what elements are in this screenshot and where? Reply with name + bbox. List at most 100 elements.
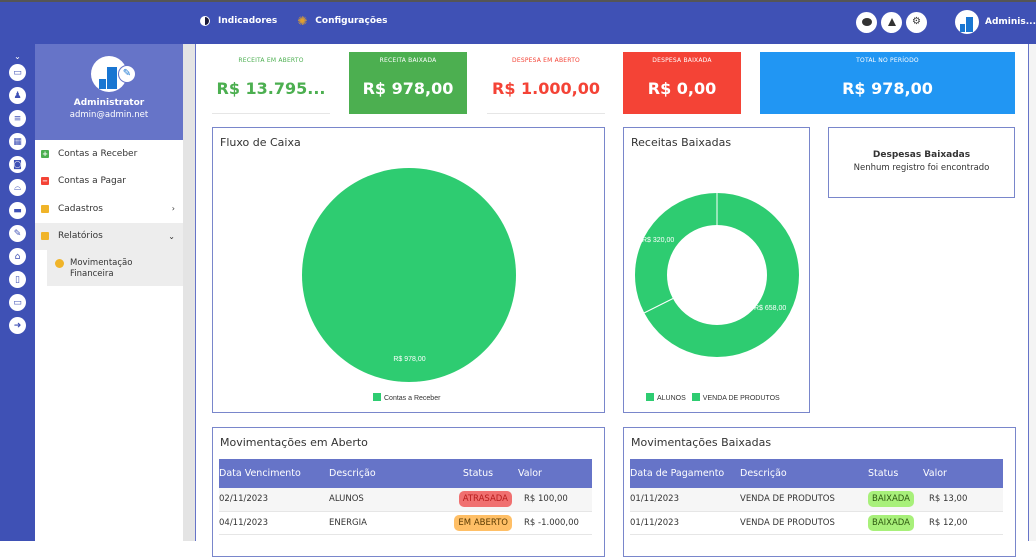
cell-value: R$ 13,00 <box>923 488 1003 512</box>
cell-date: 02/11/2023 <box>219 488 329 512</box>
settled-movements-table: Data de Pagamento Descrição Status Valor… <box>630 459 1003 535</box>
divider <box>195 44 196 541</box>
id-card-icon <box>41 204 49 213</box>
status-badge: EM ABERTO <box>454 514 512 531</box>
nav-indicadores[interactable]: Indicadores <box>200 16 277 26</box>
table-header: Data Vencimento Descrição Status Valor <box>219 459 592 488</box>
card-label: DESPESA BAIXADA <box>652 57 712 64</box>
sidebar-item-label: Cadastros <box>58 203 103 214</box>
cell-value: R$ 100,00 <box>512 488 592 512</box>
user-menu-label: Adminis... <box>985 17 1036 27</box>
legend-item[interactable]: ALUNOS <box>646 393 686 402</box>
cell-description: ALUNOS <box>329 488 444 512</box>
icon-sidebar: ⌄ ▭ ♟ ≡ ▦ ◙ ⌓ ▬ ✎ ⌂ ▯ ▭ ➜ <box>0 44 35 541</box>
settings-button[interactable]: ⚙ <box>906 11 928 33</box>
chat-button[interactable] <box>856 11 878 33</box>
table-row[interactable]: 01/11/2023 VENDA DE PRODUTOS BAIXADA R$ … <box>630 488 1003 512</box>
desktop-icon[interactable]: ▭ <box>9 294 26 311</box>
status-badge: BAIXADA <box>868 491 915 508</box>
pie-chart[interactable] <box>213 128 606 414</box>
table-icon <box>41 232 49 241</box>
sidebar-item-relatorios[interactable]: Relatórios ⌄ <box>35 222 183 250</box>
notifications-button[interactable] <box>881 11 903 33</box>
table-row[interactable]: 04/11/2023 ENERGIA EM ABERTO R$ -1.000,0… <box>219 511 592 535</box>
money-icon[interactable]: ◙ <box>9 156 26 173</box>
doughnut-chart[interactable] <box>624 128 811 414</box>
card-despesa-em-aberto: DESPESA EM ABERTO R$ 1.000,00 <box>487 52 605 114</box>
chevron-down-icon: ⌄ <box>168 231 175 241</box>
nav-configuracoes-label: Configurações <box>315 16 388 26</box>
panel-movimentacoes-baixadas: Movimentações Baixadas Data de Pagamento… <box>623 427 1016 557</box>
top-actions: ⚙ Adminis... <box>856 10 1036 34</box>
plus-square-icon: + <box>41 149 49 158</box>
column-header[interactable]: Status <box>462 468 494 479</box>
card-label: DESPESA EM ABERTO <box>512 57 580 64</box>
bell-icon <box>887 18 896 26</box>
table-row[interactable]: 01/11/2023 VENDA DE PRODUTOS BAIXADA R$ … <box>630 511 1003 535</box>
panel-receitas-baixadas: Receitas Baixadas R$ 320,00 R$ 658,00 AL… <box>623 127 810 413</box>
card-receita-em-aberto: RECEITA EM ABERTO R$ 13.795... <box>212 52 330 114</box>
align-left-icon[interactable]: ≡ <box>9 110 26 127</box>
column-header[interactable]: Valor <box>518 468 542 479</box>
sidebar-item-contas-a-pagar[interactable]: − Contas a Pagar <box>35 168 183 196</box>
pie-chart-icon <box>55 259 64 268</box>
cogs-icon: ⚙ <box>912 16 921 27</box>
page-scrollbar[interactable] <box>1029 44 1036 541</box>
table-row[interactable]: 02/11/2023 ALUNOS ATRASADA R$ 100,00 <box>219 488 592 512</box>
column-header[interactable]: Valor <box>923 468 947 479</box>
card-total-no-periodo: TOTAL NO PERÍODO R$ 978,00 <box>760 52 1015 114</box>
top-navbar: Indicadores ✺ Configurações ⚙ Adminis... <box>0 0 1036 44</box>
card-label: RECEITA BAIXADA <box>379 57 437 64</box>
sidebar-subitem-movimentacao-financeira[interactable]: Movimentação Financeira <box>47 250 183 286</box>
wrench-icon[interactable]: ✎ <box>9 225 26 242</box>
avatar <box>955 10 980 34</box>
home-icon[interactable]: ⌂ <box>9 248 26 265</box>
sidebar-item-contas-a-receber[interactable]: + Contas a Receber <box>35 140 183 168</box>
table-header: Data de Pagamento Descrição Status Valor <box>630 459 1003 488</box>
card-value: R$ 0,00 <box>647 79 717 98</box>
profile-name: Administrator <box>73 98 145 108</box>
panel-title: Receitas Baixadas <box>631 136 732 149</box>
cell-value: R$ -1.000,00 <box>512 511 592 535</box>
panel-title: Fluxo de Caixa <box>220 136 301 149</box>
doughnut-slice-label: R$ 658,00 <box>754 305 787 312</box>
cell-description: VENDA DE PRODUTOS <box>740 488 868 512</box>
sidebar-item-label: Relatórios <box>58 231 103 242</box>
profile-email: admin@admin.net <box>69 110 149 120</box>
archive-icon[interactable]: ▬ <box>9 202 26 219</box>
legend-item[interactable]: Contas a Receber <box>373 393 440 402</box>
column-header[interactable]: Descrição <box>740 468 787 479</box>
column-header[interactable]: Descrição <box>329 468 376 479</box>
sidebar-item-cadastros[interactable]: Cadastros › <box>35 195 183 223</box>
column-header[interactable]: Data Vencimento <box>219 468 301 479</box>
id-card-icon[interactable]: ▭ <box>9 64 26 81</box>
panel-title: Movimentações Baixadas <box>631 436 772 449</box>
column-header[interactable]: Data de Pagamento <box>630 468 725 479</box>
user-menu[interactable]: Adminis... <box>955 10 1036 34</box>
file-icon[interactable]: ▯ <box>9 271 26 288</box>
card-despesa-baixada: DESPESA BAIXADA R$ 0,00 <box>623 52 741 114</box>
chart-legend: ALUNOS VENDA DE PRODUTOS <box>646 393 780 402</box>
panel-despesas-baixadas: Despesas Baixadas Nenhum registro foi en… <box>828 127 1015 198</box>
open-movements-table: Data Vencimento Descrição Status Valor 0… <box>219 459 592 535</box>
card-value: R$ 13.795... <box>216 79 326 98</box>
edit-icon[interactable]: ✎ <box>119 66 135 82</box>
cell-description: VENDA DE PRODUTOS <box>740 511 868 535</box>
cell-description: ENERGIA <box>329 511 444 535</box>
empty-message: Nenhum registro foi encontrado <box>853 163 990 173</box>
panel-movimentacoes-em-aberto: Movimentações em Aberto Data Vencimento … <box>212 427 605 557</box>
cell-date: 04/11/2023 <box>219 511 329 535</box>
nav-configuracoes[interactable]: ✺ Configurações <box>297 15 388 27</box>
chevron-down-icon[interactable]: ⌄ <box>14 52 21 61</box>
person-icon[interactable]: ♟ <box>9 87 26 104</box>
basket-icon[interactable]: ⌓ <box>9 179 26 196</box>
chevron-right-icon: › <box>171 204 175 214</box>
sign-out-icon[interactable]: ➜ <box>9 317 26 334</box>
chat-icon <box>861 18 872 26</box>
legend-item[interactable]: VENDA DE PRODUTOS <box>691 393 780 402</box>
sidebar-scrollbar[interactable] <box>183 44 195 541</box>
calendar-icon[interactable]: ▦ <box>9 133 26 150</box>
sidebar-subitem-label: Movimentação Financeira <box>70 258 133 279</box>
card-value: R$ 1.000,00 <box>492 79 600 98</box>
column-header[interactable]: Status <box>868 468 899 479</box>
